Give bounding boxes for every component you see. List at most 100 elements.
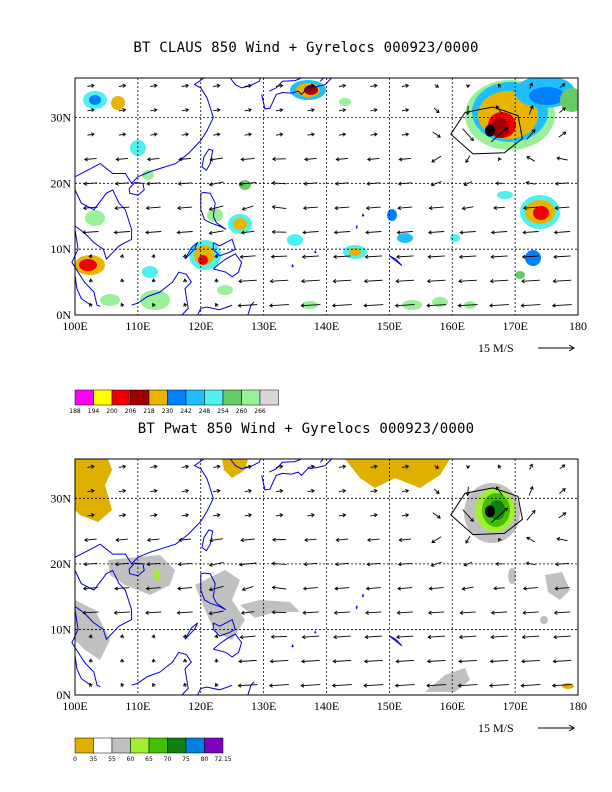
wind-vector-head bbox=[248, 83, 253, 88]
wind-vector bbox=[301, 304, 321, 307]
wind-vector bbox=[526, 129, 536, 140]
wind-vector-head bbox=[151, 302, 156, 307]
wind-vector-head bbox=[209, 538, 214, 543]
colorbar-label: 200 bbox=[106, 408, 118, 415]
wind-vector bbox=[370, 133, 378, 136]
wind-vector-head bbox=[489, 659, 494, 664]
wind-vector bbox=[333, 279, 352, 282]
wind-vector bbox=[396, 635, 414, 638]
wind-vector bbox=[303, 231, 319, 234]
wind-vector bbox=[181, 133, 189, 136]
wind-vector-head bbox=[334, 181, 339, 186]
wind-vector-head bbox=[122, 83, 127, 88]
wind-vector-head bbox=[465, 492, 470, 497]
coastline-segment bbox=[131, 271, 192, 316]
wind-vector bbox=[401, 490, 409, 493]
wind-vector-head bbox=[562, 131, 567, 136]
wind-vector-head bbox=[405, 108, 410, 113]
wind-vector bbox=[558, 512, 567, 519]
colorbar-label: 266 bbox=[254, 408, 266, 415]
wind-vector bbox=[114, 611, 130, 614]
coastline-segment bbox=[184, 242, 199, 260]
wind-vector-head bbox=[405, 132, 410, 137]
wind-vector bbox=[523, 206, 538, 209]
top-map-panel: 100E 110E 120E 130E 140E 150E 160E 170E 180 0N 10N… bbox=[50, 77, 587, 415]
wind-vector-head bbox=[271, 205, 276, 210]
wind-vector bbox=[338, 490, 346, 493]
wind-vector-head bbox=[531, 129, 536, 133]
wind-vector bbox=[458, 279, 477, 282]
wind-vector bbox=[529, 83, 533, 89]
wind-vector-head bbox=[342, 513, 347, 518]
wind-vector-head bbox=[426, 279, 431, 284]
colorbar-label: 254 bbox=[217, 408, 229, 415]
wind-vector-head bbox=[525, 561, 530, 566]
wind-vector-head bbox=[331, 683, 336, 688]
wind-vector-head bbox=[153, 488, 158, 494]
wind-vector-head bbox=[271, 537, 276, 542]
wind-vector-head bbox=[208, 562, 213, 567]
wind-vector bbox=[367, 157, 380, 160]
wind-vector-head bbox=[553, 610, 558, 615]
coastline-segment bbox=[212, 253, 243, 278]
wind-vector bbox=[396, 255, 414, 258]
wind-vector-head bbox=[310, 83, 315, 88]
wind-vector-head bbox=[214, 634, 219, 639]
wind-vector-head bbox=[490, 610, 495, 615]
wind-vector-head bbox=[363, 683, 368, 688]
wind-vector-head bbox=[504, 507, 509, 512]
wind-vector-head bbox=[521, 254, 526, 259]
wind-vector bbox=[82, 231, 99, 234]
wind-vector-head bbox=[342, 464, 347, 469]
wind-vector bbox=[364, 304, 384, 307]
wind-vector bbox=[275, 109, 283, 112]
coastline-segment bbox=[389, 635, 403, 647]
wind-vector bbox=[523, 611, 539, 614]
wind-vector bbox=[491, 231, 508, 234]
top-vector-reference: 15 M/S bbox=[478, 341, 575, 355]
wind-vector-head bbox=[427, 230, 432, 235]
wind-vector bbox=[272, 562, 287, 565]
wind-vector bbox=[432, 131, 441, 138]
coastline-segment bbox=[261, 458, 332, 491]
wind-vector bbox=[336, 157, 349, 160]
precipitable-water-shading bbox=[75, 459, 574, 692]
wind-vector-head bbox=[90, 108, 95, 113]
wind-vector bbox=[118, 133, 126, 136]
wind-vector-head bbox=[458, 634, 463, 640]
colorbar-swatch bbox=[185, 737, 205, 754]
wind-vector-head bbox=[153, 513, 158, 518]
wind-vector bbox=[210, 538, 223, 542]
wind-vector-head bbox=[88, 278, 93, 283]
wind-vector bbox=[238, 279, 257, 282]
wind-vector bbox=[465, 155, 471, 163]
lat-tick-label: 20N bbox=[50, 557, 71, 571]
wind-vector bbox=[491, 127, 508, 143]
wind-vector bbox=[333, 255, 351, 258]
wind-vector-head bbox=[529, 485, 534, 490]
coastline-segment bbox=[74, 275, 91, 306]
coastline-segment bbox=[269, 458, 302, 473]
wind-vector-head bbox=[561, 83, 566, 88]
wind-vector-head bbox=[398, 537, 403, 543]
lon-tick-label: 150E bbox=[377, 699, 402, 713]
wind-vector-head bbox=[395, 279, 400, 284]
wind-vector-head bbox=[208, 611, 213, 616]
wind-vector-head bbox=[365, 205, 370, 211]
wind-vector bbox=[559, 83, 566, 89]
wind-vector bbox=[555, 206, 570, 209]
lon-tick-label: 120E bbox=[188, 319, 213, 333]
wind-vector bbox=[150, 490, 157, 493]
wind-vector-head bbox=[151, 634, 156, 639]
wind-vector-head bbox=[522, 230, 527, 235]
wind-vector bbox=[495, 486, 503, 496]
wind-vector bbox=[555, 182, 569, 185]
wind-vector bbox=[303, 611, 319, 614]
wind-vector bbox=[307, 490, 315, 493]
bottom-axis-labels: 100E 110E 120E 130E 140E 150E 160E 170E 180 0N 10N… bbox=[50, 491, 587, 713]
wind-vector-head bbox=[151, 254, 156, 258]
wind-vector bbox=[526, 156, 535, 162]
wind-vector bbox=[84, 182, 98, 185]
wind-vector-head bbox=[495, 181, 499, 186]
